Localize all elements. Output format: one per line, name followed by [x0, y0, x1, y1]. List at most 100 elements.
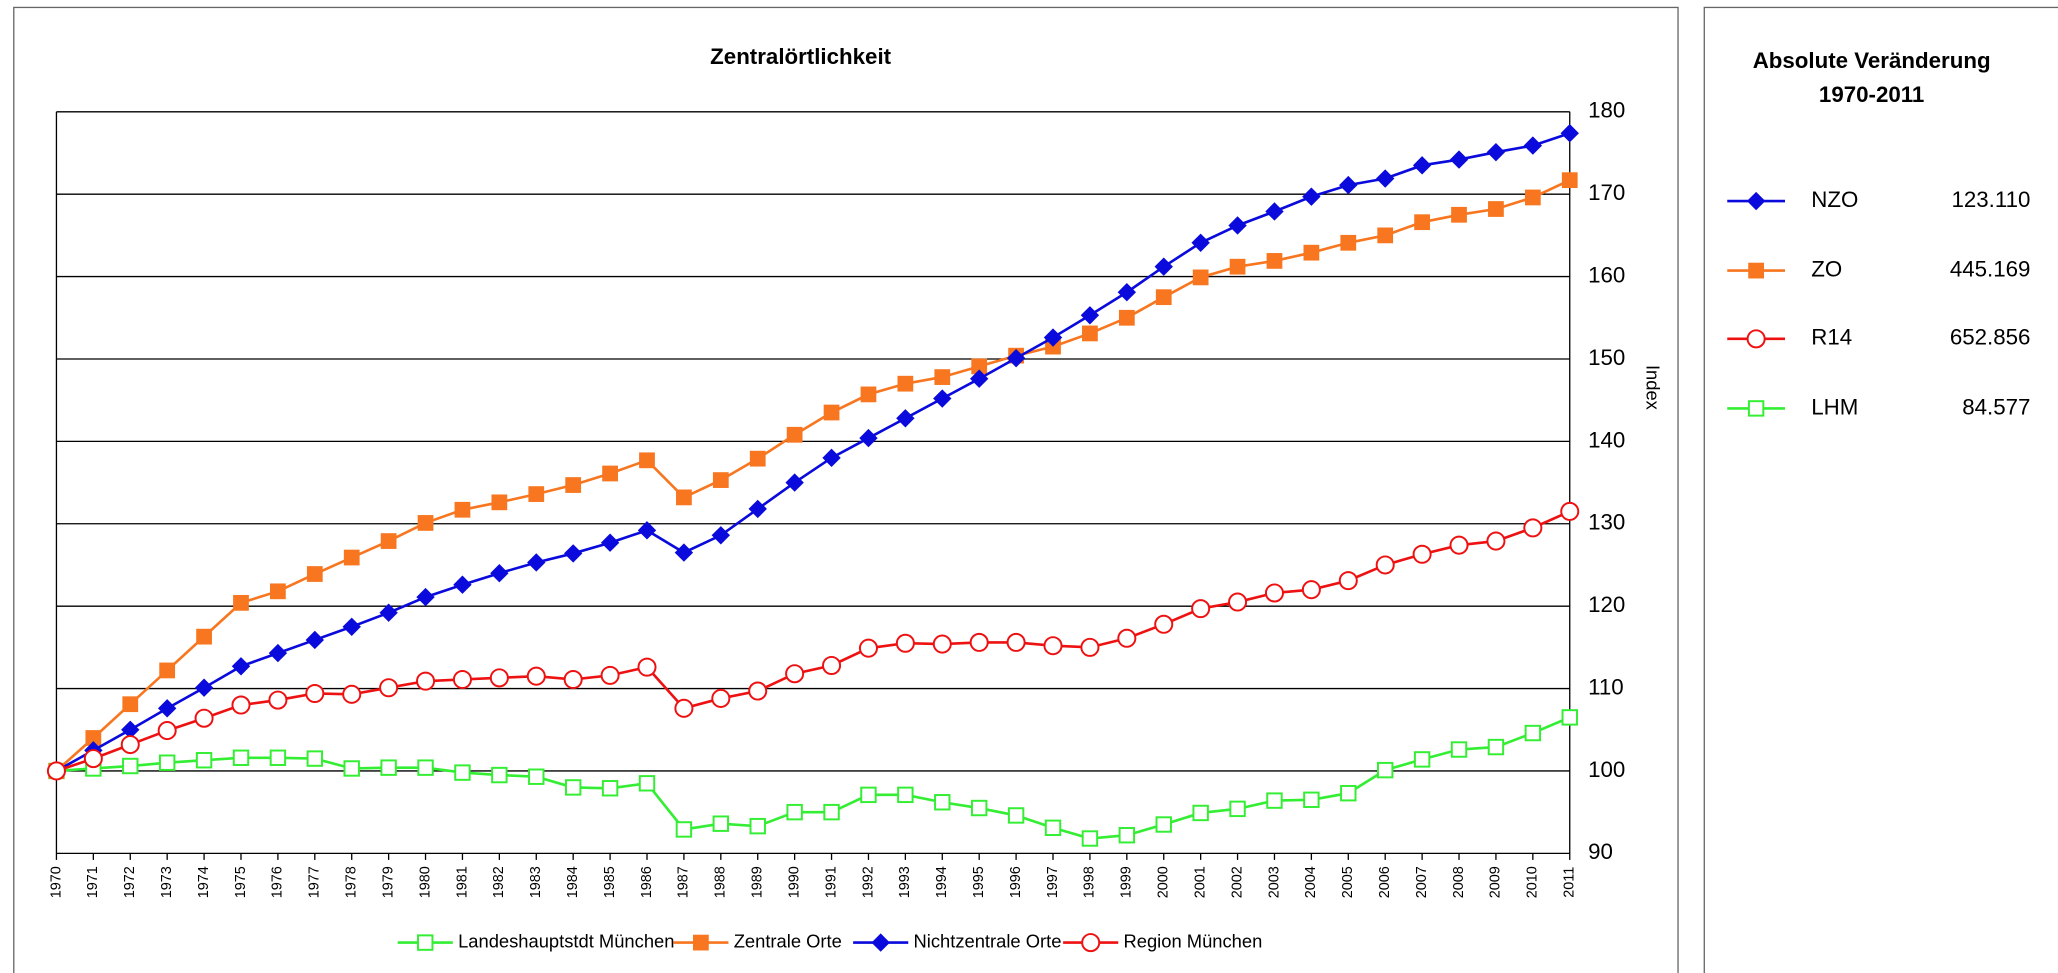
data-point	[895, 633, 915, 653]
data-point	[157, 721, 177, 741]
x-tick-label: 1989	[750, 866, 766, 898]
data-point	[932, 634, 952, 654]
data-point	[1080, 637, 1100, 657]
data-point	[231, 695, 251, 715]
x-tick-label: 1980	[417, 866, 433, 898]
data-point	[46, 761, 66, 781]
data-point	[1080, 306, 1100, 325]
y-tick-label: 100	[1588, 757, 1625, 782]
data-point	[1376, 169, 1395, 188]
y-tick-label: 120	[1588, 592, 1625, 617]
data-point	[122, 696, 139, 713]
x-tick-label: 2002	[1229, 866, 1245, 898]
x-tick-label: 1998	[1082, 866, 1098, 898]
data-point	[637, 657, 657, 677]
x-tick-label: 2009	[1488, 866, 1504, 898]
data-point	[379, 603, 398, 622]
data-point	[416, 587, 435, 607]
x-tick-label: 2003	[1266, 866, 1282, 898]
x-tick-label: 1987	[676, 866, 692, 898]
data-point	[528, 768, 545, 785]
data-point	[563, 544, 583, 563]
data-point	[305, 630, 324, 650]
data-point	[85, 730, 102, 746]
y-tick-label: 170	[1588, 180, 1625, 205]
summary-name: ZO	[1811, 256, 1842, 281]
x-tick-label: 1993	[897, 866, 913, 898]
data-point	[491, 494, 508, 511]
x-tick-label: 1979	[380, 866, 396, 898]
data-point	[1228, 592, 1248, 612]
data-point	[452, 669, 472, 690]
data-point	[1155, 816, 1172, 833]
data-point	[1486, 142, 1506, 162]
x-tick-label: 1986	[639, 866, 655, 898]
x-tick-label: 1983	[528, 866, 544, 898]
data-point	[675, 821, 693, 838]
data-point	[676, 489, 692, 506]
x-tick-label: 1994	[934, 866, 950, 898]
data-point	[1006, 348, 1026, 368]
x-tick-label: 1982	[491, 866, 507, 898]
data-point	[268, 690, 288, 710]
x-tick-label: 1995	[971, 866, 987, 898]
summary-name: R14	[1811, 325, 1852, 350]
data-point	[1561, 172, 1578, 189]
x-tick-label: 1970	[48, 866, 64, 898]
data-point	[306, 566, 323, 582]
x-tick-label: 1977	[307, 866, 323, 898]
x-tick-label: 1988	[713, 866, 729, 898]
legend-marker	[693, 934, 709, 951]
data-point	[786, 803, 803, 821]
data-point	[122, 757, 139, 775]
data-point	[786, 426, 803, 443]
data-point	[489, 668, 509, 688]
data-point	[638, 775, 656, 792]
data-point	[749, 450, 766, 467]
data-point	[711, 688, 731, 708]
legend-label: Region München	[1124, 930, 1263, 951]
data-point	[196, 628, 212, 645]
data-point	[1413, 751, 1431, 768]
data-point	[1301, 580, 1321, 600]
data-point	[268, 643, 288, 663]
data-point	[1412, 156, 1432, 175]
data-point	[194, 708, 214, 728]
data-point	[490, 564, 509, 583]
summary-marker	[1746, 191, 1766, 211]
x-tick-label: 2008	[1451, 866, 1467, 898]
data-point	[305, 683, 325, 704]
data-point	[1266, 792, 1283, 809]
data-point	[1007, 807, 1025, 824]
data-point	[195, 752, 213, 769]
data-point	[342, 617, 361, 636]
x-tick-label: 1971	[85, 866, 101, 898]
data-point	[602, 465, 618, 482]
x-tick-label: 2004	[1303, 866, 1319, 898]
data-point	[969, 632, 989, 652]
data-point	[1412, 544, 1432, 564]
data-point	[1303, 791, 1320, 808]
data-point	[1229, 800, 1246, 818]
x-tick-label: 1991	[823, 866, 839, 898]
data-point	[1340, 784, 1357, 802]
x-tick-label: 1976	[270, 866, 286, 898]
data-point	[897, 375, 914, 392]
y-axis-label: Index	[1642, 365, 1663, 410]
data-point	[1118, 309, 1135, 326]
data-point	[1118, 827, 1136, 844]
data-point	[822, 655, 842, 675]
data-point	[159, 662, 176, 679]
data-point	[454, 764, 471, 781]
data-point	[1117, 283, 1137, 302]
data-point	[1081, 830, 1099, 847]
data-point	[674, 698, 694, 718]
data-point	[896, 409, 915, 428]
data-point	[1561, 709, 1578, 726]
data-point	[749, 817, 766, 835]
x-tick-label: 1984	[565, 866, 581, 898]
data-point	[454, 501, 471, 518]
legend-marker	[1081, 933, 1101, 953]
data-point	[970, 799, 988, 817]
